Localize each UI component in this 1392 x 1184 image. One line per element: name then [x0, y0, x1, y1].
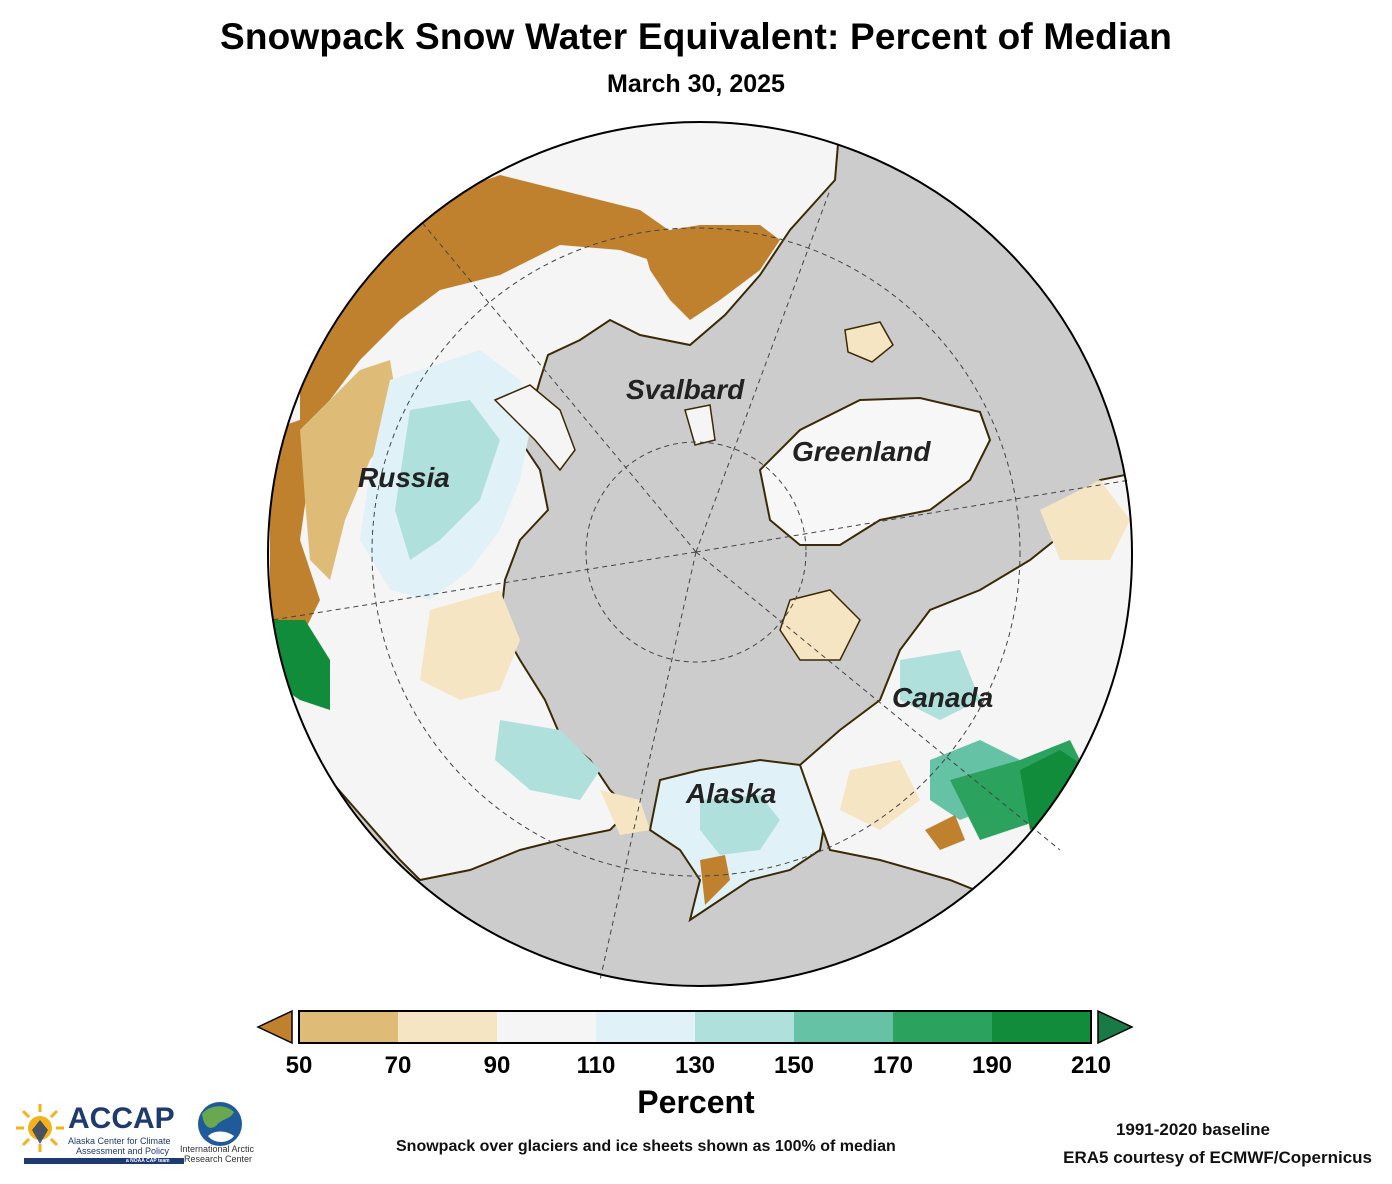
label-canada: Canada	[892, 682, 994, 713]
colorbar	[256, 1009, 1134, 1045]
accap-name: ACCAP	[68, 1102, 175, 1135]
colorbar-tick: 50	[285, 1052, 313, 1079]
colorbar-bin	[695, 1011, 794, 1043]
svalbard-land	[684, 404, 716, 446]
colorbar-bin	[398, 1011, 497, 1043]
colorbar-title: Percent	[637, 1084, 755, 1120]
siberia-tan	[420, 590, 520, 700]
source-credit: ERA5 courtesy of ECMWF/Copernicus	[1063, 1148, 1372, 1167]
label-greenland: Greenland	[792, 436, 931, 467]
russia-teal	[395, 400, 500, 560]
arctic-islands	[779, 589, 861, 661]
map-outline	[267, 121, 1133, 987]
colorbar-tick: 170	[872, 1052, 914, 1079]
colorbar-tick: 70	[384, 1052, 412, 1079]
colorbar-bin	[893, 1011, 992, 1043]
colorbar-bin	[992, 1011, 1091, 1043]
europe-light-deficit	[300, 360, 400, 580]
meridian-line	[695, 479, 1131, 553]
latitude-circle-80	[585, 441, 807, 663]
label-alaska: Alaska	[686, 778, 777, 809]
map-date: March 30, 2025	[607, 70, 785, 98]
accap-line1: Alaska Center for Climate	[68, 1136, 171, 1146]
kola-deficit	[640, 225, 780, 320]
colorbar-bin	[596, 1011, 695, 1043]
colorbar-tick: 150	[773, 1052, 815, 1079]
colorbar-tick: 190	[971, 1052, 1013, 1079]
colorbar-bin	[497, 1011, 596, 1043]
accap-line2: Assessment and Policy	[76, 1146, 170, 1156]
accap-bar	[24, 1158, 184, 1164]
novaya-zemlya	[493, 384, 576, 472]
canada-brown	[925, 815, 965, 850]
polar-map	[267, 121, 1133, 987]
iarc-line2: Research Center	[184, 1154, 253, 1164]
iarc-line1: International Arctic	[180, 1144, 255, 1154]
accap-tag: a NOAA CAP team	[126, 1158, 170, 1164]
colorbar-tick: 210	[1070, 1052, 1112, 1079]
accap-sun-icon	[16, 1104, 64, 1152]
baseline-credit: 1991-2020 baseline	[1115, 1120, 1270, 1139]
colorbar-under-arrow	[256, 1009, 293, 1045]
alaska-teal	[700, 795, 780, 855]
label-svalbard: Svalbard	[626, 374, 745, 405]
colorbar-bin	[299, 1011, 398, 1043]
meridian-line	[695, 551, 1061, 851]
iceland-land	[844, 321, 894, 363]
colorbar-bin	[794, 1011, 893, 1043]
colorbar-tick: 90	[483, 1052, 511, 1079]
greenland-land	[758, 396, 992, 546]
canada-east-tan	[1040, 480, 1130, 560]
siberia-teal	[495, 720, 600, 800]
chukotka-tan	[600, 790, 650, 835]
meridian-line	[695, 189, 831, 553]
map-title: Snowpack Snow Water Equivalent: Percent …	[219, 16, 1173, 57]
canada-teal	[900, 650, 980, 720]
colorbar-tick: 130	[674, 1052, 716, 1079]
colorbar-tick: 110	[576, 1052, 616, 1079]
colorbar-frame	[298, 1010, 1092, 1044]
label-russia: Russia	[358, 462, 450, 493]
meridian-line	[599, 551, 697, 981]
canada-green-deep	[1020, 750, 1090, 830]
latitude-circle-70	[371, 227, 1021, 877]
colorbar-over-arrow	[1097, 1009, 1134, 1045]
alaska-brown	[700, 855, 730, 905]
graticule	[271, 189, 1131, 981]
iarc-globe-icon	[198, 1102, 242, 1146]
canada-tan	[840, 760, 920, 830]
glacier-note: Snowpack over glaciers and ice sheets sh…	[396, 1138, 896, 1155]
